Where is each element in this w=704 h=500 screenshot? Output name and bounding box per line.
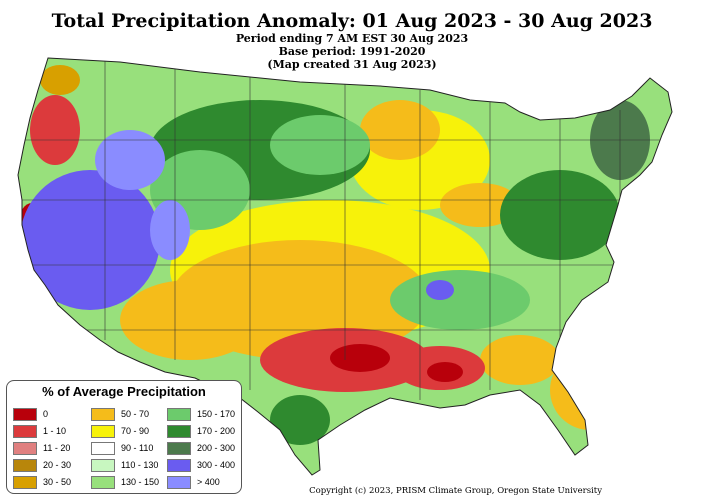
legend-swatch <box>13 459 37 472</box>
legend-label: 50 - 70 <box>121 409 150 419</box>
legend-swatch <box>167 459 191 472</box>
legend-item: 20 - 30 <box>13 458 89 472</box>
legend-label: 110 - 130 <box>121 460 159 470</box>
legend-item: 130 - 150 <box>91 475 167 489</box>
legend-swatch <box>13 442 37 455</box>
legend-label: 1 - 10 <box>43 426 67 436</box>
legend-label: 150 - 170 <box>197 409 236 419</box>
legend-swatch <box>167 476 191 489</box>
legend-item: 11 - 20 <box>13 441 89 455</box>
legend-item: 30 - 50 <box>13 475 89 489</box>
legend-swatch <box>91 408 115 421</box>
legend-item: 70 - 90 <box>91 424 167 438</box>
legend-label: 70 - 90 <box>121 426 150 436</box>
legend-item: 300 - 400 <box>167 458 243 472</box>
legend-swatch <box>167 442 191 455</box>
legend-label: 130 - 150 <box>121 477 160 487</box>
legend-item: 170 - 200 <box>167 424 243 438</box>
legend-label: 11 - 20 <box>43 443 71 453</box>
legend-swatch <box>91 476 115 489</box>
legend-label: 0 <box>43 409 49 419</box>
legend-item: 110 - 130 <box>91 458 167 472</box>
legend-swatch <box>167 425 191 438</box>
legend-swatch <box>167 408 191 421</box>
legend-item: 50 - 70 <box>91 407 167 421</box>
legend-swatch <box>91 459 115 472</box>
legend-label: 170 - 200 <box>197 426 236 436</box>
legend-swatch <box>91 425 115 438</box>
legend-item: > 400 <box>167 475 243 489</box>
legend-label: 90 - 110 <box>121 443 154 453</box>
precipitation-legend: % of Average Precipitation 0 1 - 10 11 -… <box>6 380 242 494</box>
legend-item: 0 <box>13 407 89 421</box>
legend-label: 30 - 50 <box>43 477 72 487</box>
legend-label: 20 - 30 <box>43 460 72 470</box>
legend-item: 90 - 110 <box>91 441 167 455</box>
legend-item: 200 - 300 <box>167 441 243 455</box>
legend-item: 1 - 10 <box>13 424 89 438</box>
legend-swatch <box>13 476 37 489</box>
legend-swatch <box>91 442 115 455</box>
legend-title: % of Average Precipitation <box>42 384 206 399</box>
map-subtitle-created: (Map created 31 Aug 2023) <box>267 58 437 71</box>
legend-swatch <box>13 425 37 438</box>
legend-swatch <box>13 408 37 421</box>
legend-label: 200 - 300 <box>197 443 236 453</box>
map-title: Total Precipitation Anomaly: 01 Aug 2023… <box>51 10 653 32</box>
map-subtitle-base: Base period: 1991-2020 <box>278 45 426 58</box>
legend-label: > 400 <box>197 477 220 487</box>
copyright-notice: Copyright (c) 2023, PRISM Climate Group,… <box>309 486 602 496</box>
legend-label: 300 - 400 <box>197 460 236 470</box>
legend-item: 150 - 170 <box>167 407 243 421</box>
map-subtitle-period: Period ending 7 AM EST 30 Aug 2023 <box>235 32 469 45</box>
